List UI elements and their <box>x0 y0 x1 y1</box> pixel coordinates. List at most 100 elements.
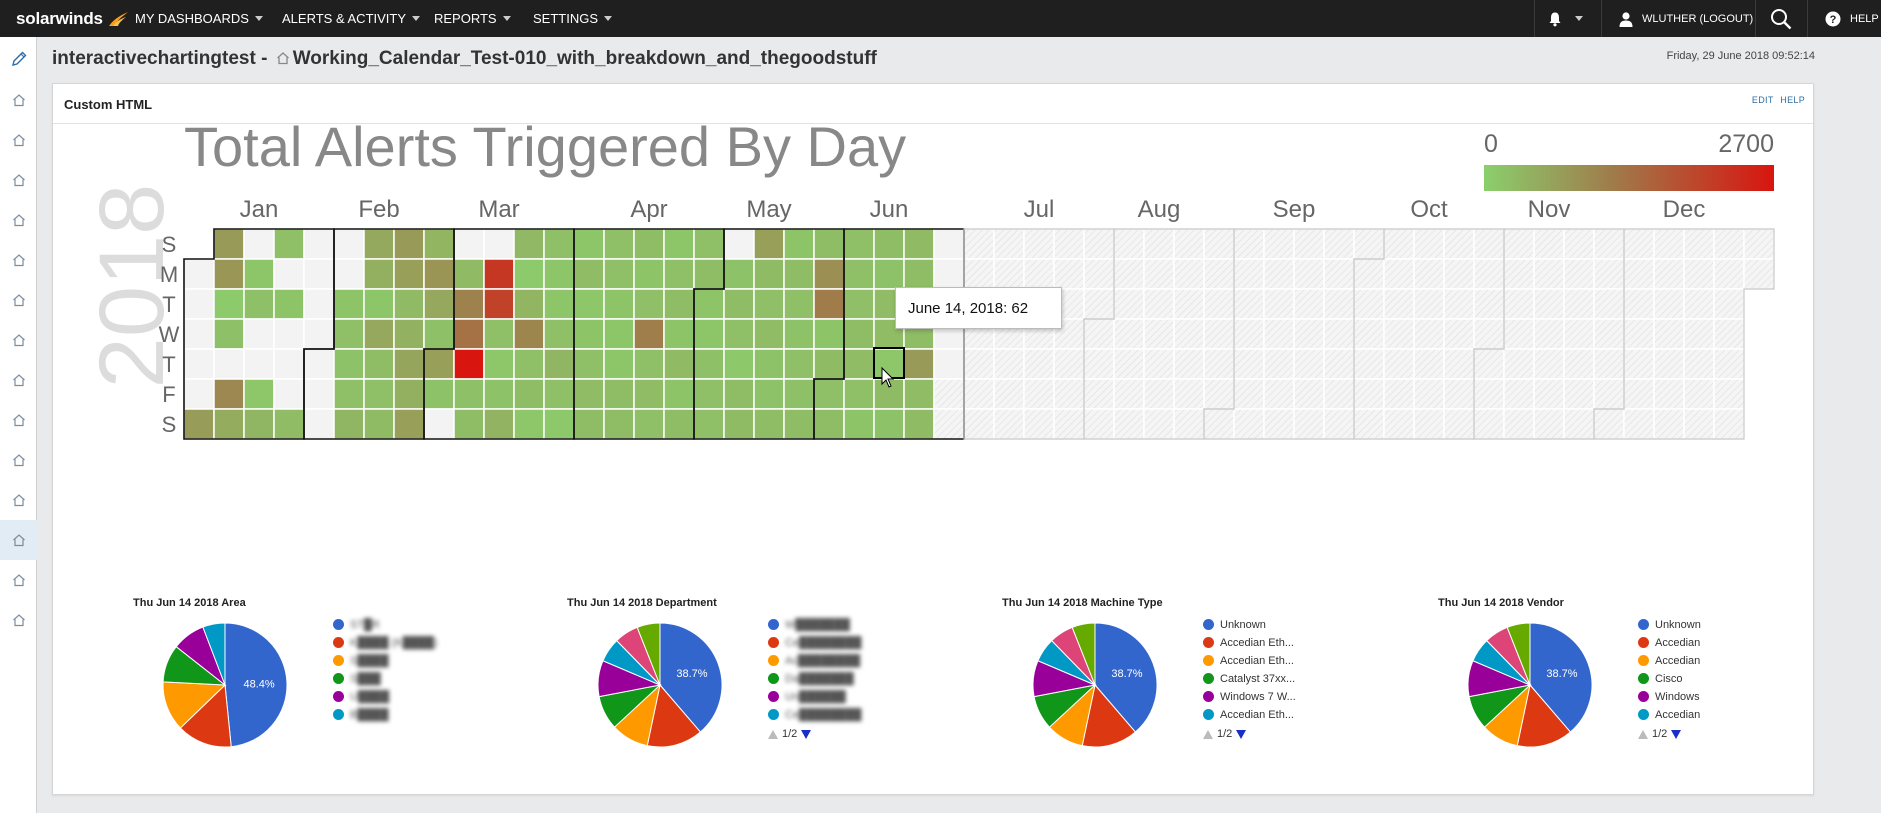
heatmap-empty-day-cell[interactable] <box>1683 348 1715 380</box>
heatmap-day-cell[interactable] <box>393 288 425 320</box>
heatmap-day-cell[interactable] <box>843 408 875 440</box>
heatmap-day-cell[interactable] <box>483 318 515 350</box>
heatmap-day-cell[interactable] <box>573 288 605 320</box>
heatmap-empty-day-cell[interactable] <box>1383 258 1415 290</box>
heatmap-empty-day-cell[interactable] <box>1653 258 1685 290</box>
heatmap-empty-day-cell[interactable] <box>1173 348 1205 380</box>
heatmap-day-cell[interactable] <box>813 318 845 350</box>
heatmap-empty-day-cell[interactable] <box>1503 378 1535 410</box>
heatmap-empty-day-cell[interactable] <box>183 378 215 410</box>
heatmap-empty-day-cell[interactable] <box>1233 378 1265 410</box>
heatmap-day-cell[interactable] <box>753 288 785 320</box>
sidebar-dashboard-item[interactable] <box>0 520 37 560</box>
heatmap-empty-day-cell[interactable] <box>1383 378 1415 410</box>
heatmap-day-cell[interactable] <box>543 228 575 260</box>
heatmap-empty-day-cell[interactable] <box>1503 318 1535 350</box>
heatmap-empty-day-cell[interactable] <box>183 288 215 320</box>
heatmap-empty-day-cell[interactable] <box>1713 258 1745 290</box>
heatmap-day-cell[interactable] <box>213 408 245 440</box>
sidebar-dashboard-item[interactable] <box>0 280 37 320</box>
heatmap-empty-day-cell[interactable] <box>1323 318 1355 350</box>
heatmap-empty-day-cell[interactable] <box>1203 348 1235 380</box>
heatmap-empty-day-cell[interactable] <box>1143 258 1175 290</box>
legend-item[interactable]: U████ <box>333 688 437 706</box>
heatmap-day-cell[interactable] <box>573 408 605 440</box>
heatmap-empty-day-cell[interactable] <box>1233 318 1265 350</box>
heatmap-day-cell[interactable] <box>393 318 425 350</box>
heatmap-day-cell[interactable] <box>903 408 935 440</box>
heatmap-day-cell[interactable] <box>273 288 305 320</box>
search-button[interactable] <box>1770 0 1792 37</box>
page-down-icon[interactable] <box>1236 729 1247 739</box>
heatmap-empty-day-cell[interactable] <box>1173 378 1205 410</box>
heatmap-empty-day-cell[interactable] <box>1383 228 1415 260</box>
heatmap-day-cell[interactable] <box>273 228 305 260</box>
heatmap-day-cell[interactable] <box>783 258 815 290</box>
pie-slice[interactable] <box>202 622 226 686</box>
heatmap-empty-day-cell[interactable] <box>1323 288 1355 320</box>
heatmap-day-cell[interactable] <box>603 258 635 290</box>
sidebar-dashboard-item[interactable] <box>0 320 37 360</box>
heatmap-day-cell[interactable] <box>723 318 755 350</box>
nav-my-dashboards[interactable]: MY DASHBOARDS <box>135 0 263 37</box>
heatmap-day-cell[interactable] <box>333 378 365 410</box>
heatmap-day-cell[interactable] <box>903 378 935 410</box>
legend-item[interactable]: Ce████████ <box>768 634 861 652</box>
heatmap-empty-day-cell[interactable] <box>1293 228 1325 260</box>
heatmap-empty-day-cell[interactable] <box>1203 378 1235 410</box>
heatmap-day-cell[interactable] <box>873 258 905 290</box>
heatmap-day-cell[interactable] <box>723 258 755 290</box>
heatmap-empty-day-cell[interactable] <box>1083 258 1115 290</box>
heatmap-day-cell[interactable] <box>483 378 515 410</box>
heatmap-empty-day-cell[interactable] <box>1353 288 1385 320</box>
heatmap-empty-day-cell[interactable] <box>1053 348 1085 380</box>
heatmap-empty-day-cell[interactable] <box>1413 228 1445 260</box>
heatmap-empty-day-cell[interactable] <box>183 318 215 350</box>
heatmap-empty-day-cell[interactable] <box>1593 348 1625 380</box>
heatmap-empty-day-cell[interactable] <box>1263 288 1295 320</box>
heatmap-empty-day-cell[interactable] <box>1533 318 1565 350</box>
heatmap-day-cell[interactable] <box>213 258 245 290</box>
legend-item[interactable]: Windows <box>1638 688 1701 706</box>
heatmap-empty-day-cell[interactable] <box>1623 378 1655 410</box>
heatmap-day-cell[interactable] <box>723 288 755 320</box>
heatmap-empty-day-cell[interactable] <box>1623 348 1655 380</box>
heatmap-day-cell[interactable] <box>213 288 245 320</box>
heatmap-empty-day-cell[interactable] <box>1383 408 1415 440</box>
heatmap-empty-day-cell[interactable] <box>1233 408 1265 440</box>
legend-item[interactable]: Da███████ <box>768 670 861 688</box>
heatmap-empty-day-cell[interactable] <box>1143 378 1175 410</box>
heatmap-empty-day-cell[interactable] <box>963 348 995 380</box>
pie-slice[interactable] <box>179 683 232 748</box>
heatmap-empty-day-cell[interactable] <box>1533 228 1565 260</box>
legend-item[interactable]: Windows 7 W... <box>1203 688 1296 706</box>
pie-slice[interactable] <box>1081 683 1137 748</box>
heatmap-empty-day-cell[interactable] <box>1683 378 1715 410</box>
legend-item[interactable]: Accedian <box>1638 706 1701 724</box>
heatmap-empty-day-cell[interactable] <box>1713 318 1745 350</box>
heatmap-empty-day-cell[interactable] <box>1533 378 1565 410</box>
heatmap-day-cell[interactable] <box>633 348 665 380</box>
heatmap-empty-day-cell[interactable] <box>1023 258 1055 290</box>
heatmap-empty-day-cell[interactable] <box>1653 318 1685 350</box>
heatmap-empty-day-cell[interactable] <box>1113 288 1145 320</box>
heatmap-empty-day-cell[interactable] <box>1413 348 1445 380</box>
heatmap-day-cell[interactable] <box>633 378 665 410</box>
page-up-icon[interactable] <box>1203 729 1213 739</box>
heatmap-empty-day-cell[interactable] <box>1053 228 1085 260</box>
heatmap-empty-day-cell[interactable] <box>1473 348 1505 380</box>
heatmap-day-cell[interactable] <box>453 378 485 410</box>
heatmap-day-cell[interactable] <box>633 228 665 260</box>
heatmap-empty-day-cell[interactable] <box>1083 348 1115 380</box>
heatmap-day-cell[interactable] <box>273 408 305 440</box>
heatmap-day-cell[interactable] <box>363 348 395 380</box>
heatmap-empty-day-cell[interactable] <box>1743 258 1775 290</box>
heatmap-day-cell[interactable] <box>753 378 785 410</box>
heatmap-empty-day-cell[interactable] <box>1173 228 1205 260</box>
heatmap-empty-day-cell[interactable] <box>243 228 275 260</box>
heatmap-day-cell[interactable] <box>693 378 725 410</box>
heatmap-empty-day-cell[interactable] <box>1473 258 1505 290</box>
pie-slice[interactable] <box>1094 622 1158 733</box>
sidebar-dashboard-item[interactable] <box>0 480 37 520</box>
heatmap-empty-day-cell[interactable] <box>1473 408 1505 440</box>
